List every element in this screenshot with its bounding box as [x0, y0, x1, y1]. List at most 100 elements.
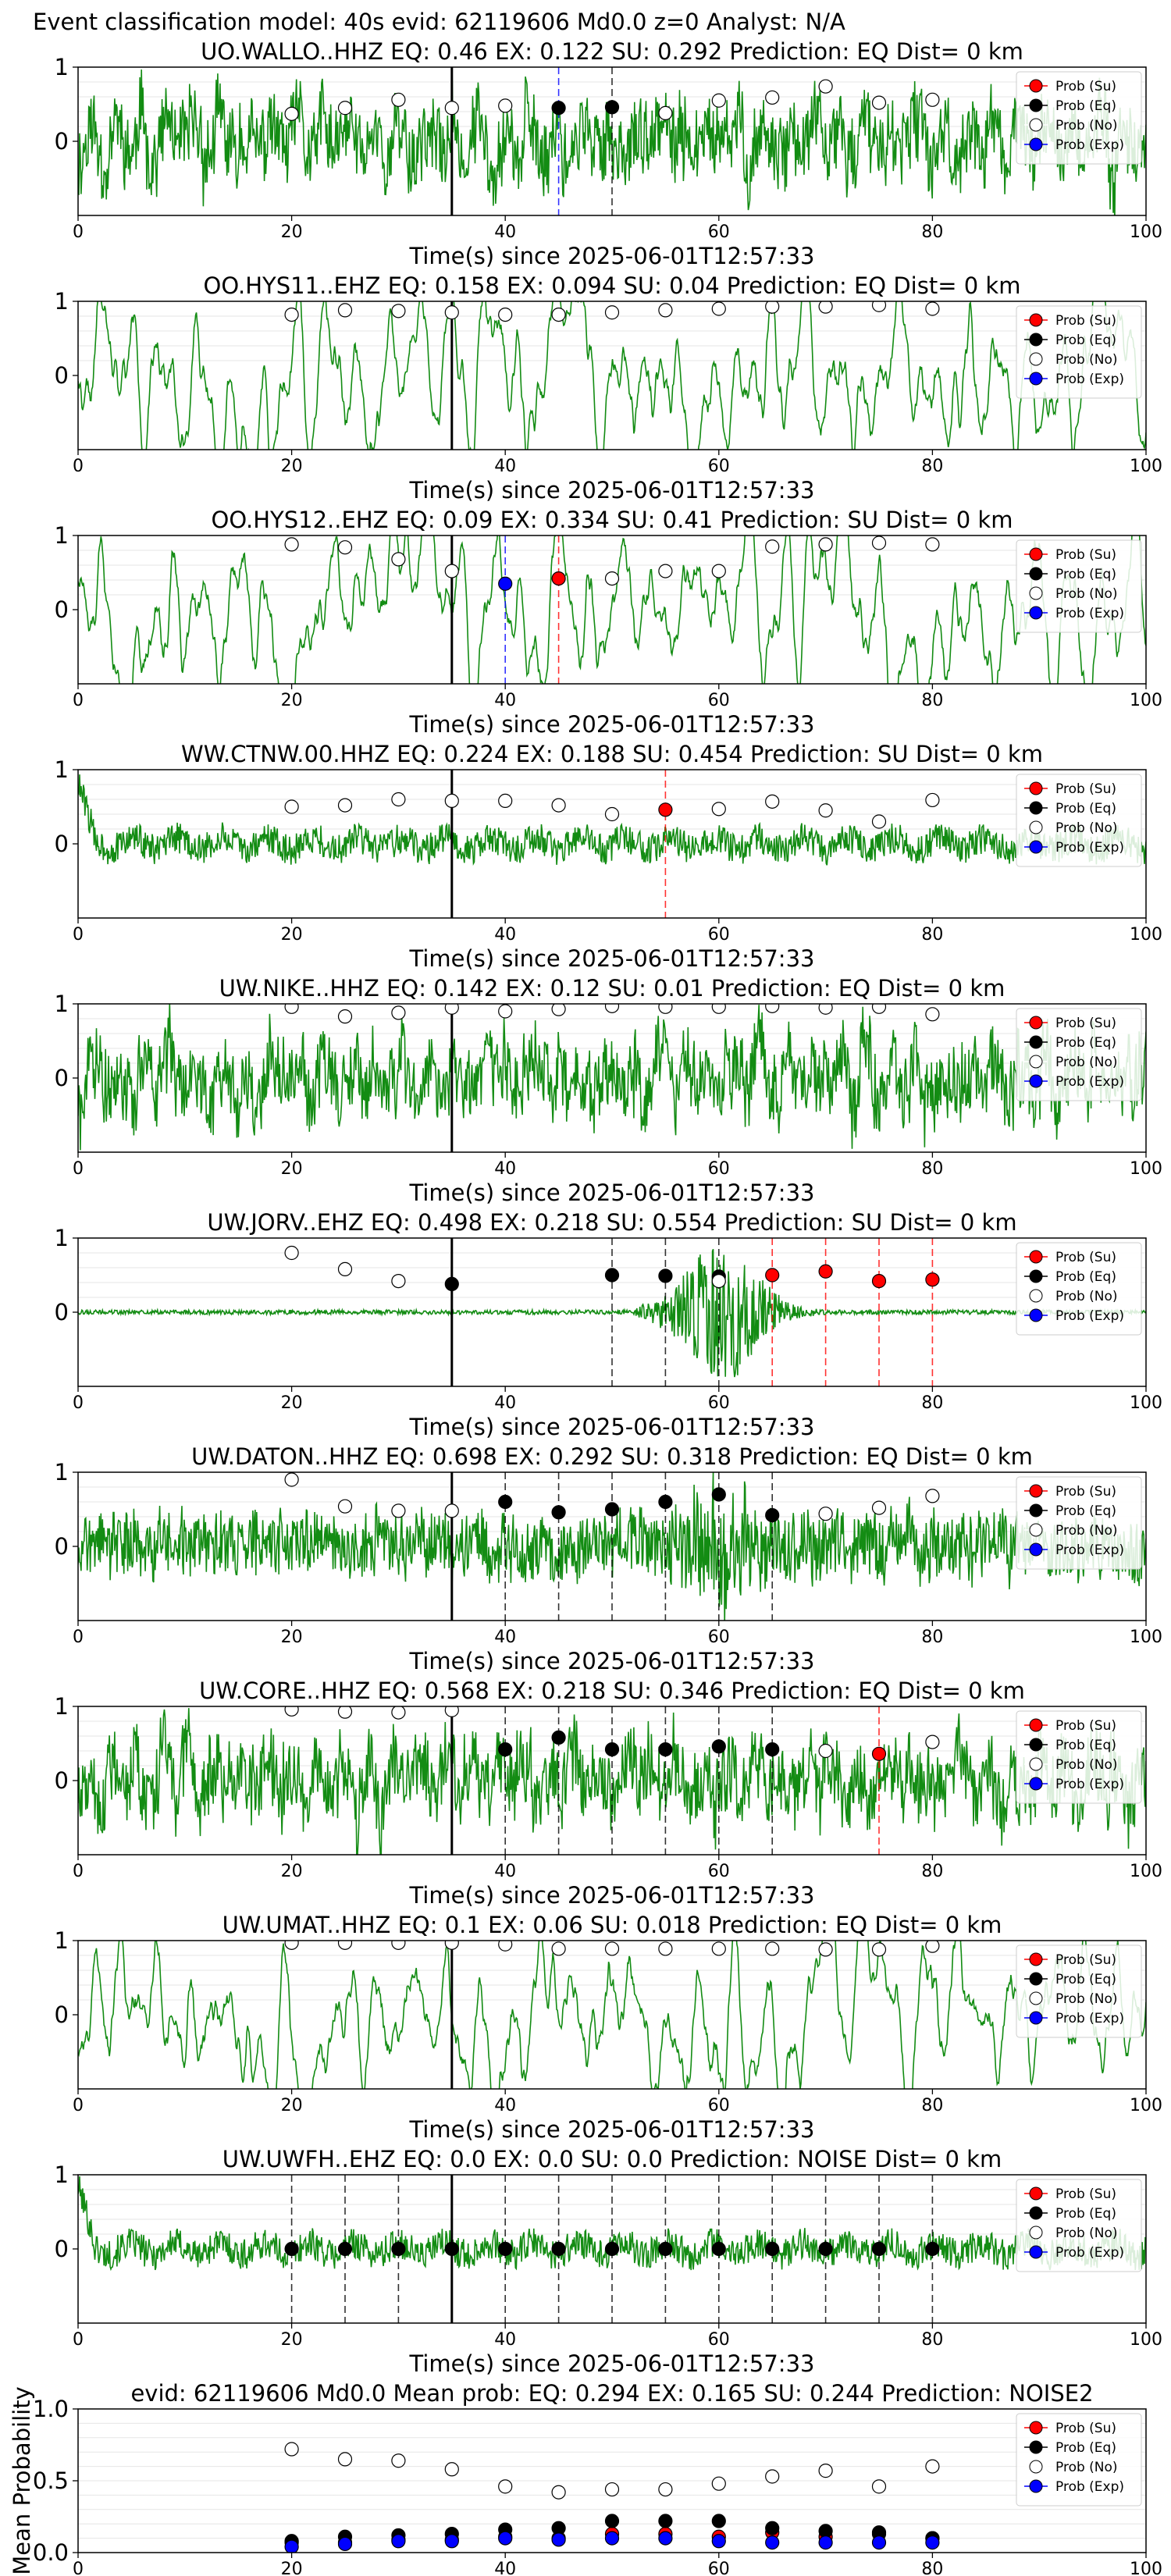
legend-label: Prob (Su)	[1055, 1250, 1116, 1265]
x-tick-label: 40	[494, 2096, 516, 2115]
prob-marker	[711, 802, 726, 817]
station-panel: OO.HYS11..EHZ EQ: 0.158 EX: 0.094 SU: 0.…	[55, 272, 1162, 503]
legend-label: Prob (Exp)	[1055, 1308, 1124, 1324]
prob-marker	[284, 537, 299, 552]
waveform-line	[78, 1248, 1146, 1378]
plot-area	[78, 535, 1146, 684]
x-axis-label: Time(s) since 2025-06-01T12:57:33	[409, 2350, 815, 2377]
legend-label: Prob (No)	[1055, 1523, 1118, 1539]
prob-marker	[337, 1941, 353, 1950]
prob-marker	[818, 1507, 833, 1521]
legend-box	[1016, 2179, 1142, 2272]
prob-marker	[604, 806, 620, 822]
prob-marker	[444, 2462, 459, 2477]
y-tick-label: 0	[55, 1299, 69, 1325]
prob-marker	[391, 1706, 406, 1720]
prob-marker	[551, 571, 566, 586]
legend-marker	[1029, 1757, 1043, 1771]
y-tick-label: 1	[55, 54, 69, 80]
waveform-line	[78, 1708, 1146, 1855]
y-tick-label: 1	[55, 1459, 69, 1485]
legend-marker	[1029, 1289, 1043, 1303]
prob-marker	[444, 1004, 459, 1015]
prob-marker	[711, 1941, 726, 1956]
prob-marker	[658, 564, 673, 578]
x-tick-label: 0	[73, 1862, 84, 1881]
panels: UO.WALLO..HHZ EQ: 0.46 EX: 0.122 SU: 0.2…	[9, 38, 1162, 2576]
legend-box	[1016, 1476, 1142, 1570]
legend-label: Prob (Su)	[1055, 2186, 1116, 2202]
x-tick-label: 20	[281, 925, 303, 945]
prob-marker	[658, 1268, 673, 1283]
prob-marker	[765, 90, 780, 105]
legend-label: Prob (Eq)	[1055, 2206, 1116, 2222]
prob-marker	[765, 2535, 780, 2550]
prob-marker	[818, 1264, 833, 1279]
prob-marker	[551, 1004, 566, 1016]
panel-title: UW.CORE..HHZ EQ: 0.568 EX: 0.218 SU: 0.3…	[199, 1678, 1025, 1704]
prob-marker	[284, 106, 299, 121]
y-tick-label: 0	[55, 831, 69, 857]
legend-marker	[1029, 1308, 1043, 1322]
x-tick-label: 40	[494, 1862, 516, 1881]
legend-marker	[1029, 118, 1043, 132]
y-tick-label: 1	[55, 288, 69, 315]
station-panel: UW.UMAT..HHZ EQ: 0.1 EX: 0.06 SU: 0.018 …	[55, 1912, 1162, 2143]
prob-marker	[818, 803, 833, 818]
plot-area	[78, 770, 1146, 918]
legend-label: Prob (Exp)	[1055, 606, 1124, 621]
prob-marker	[925, 1735, 940, 1749]
prob-marker	[765, 1268, 780, 1283]
y-tick-label: 1	[55, 991, 69, 1017]
legend-marker	[1029, 1055, 1043, 1069]
x-tick-label: 20	[281, 457, 303, 476]
panel-title: OO.HYS11..EHZ EQ: 0.158 EX: 0.094 SU: 0.…	[204, 272, 1021, 299]
x-tick-label: 0	[73, 457, 84, 476]
prob-marker	[925, 1489, 940, 1503]
prob-marker	[498, 98, 513, 113]
panel-title: UW.JORV..EHZ EQ: 0.498 EX: 0.218 SU: 0.5…	[207, 1209, 1016, 1236]
prob-marker	[765, 2241, 780, 2257]
station-panel: UO.WALLO..HHZ EQ: 0.46 EX: 0.122 SU: 0.2…	[55, 38, 1162, 269]
prob-marker	[498, 2241, 513, 2257]
prob-marker	[391, 1005, 406, 1020]
legend-label: Prob (Exp)	[1055, 137, 1124, 153]
x-tick-label: 0	[73, 2096, 84, 2115]
legend-marker	[1029, 1777, 1043, 1791]
x-tick-label: 0	[73, 925, 84, 945]
prob-marker	[925, 792, 940, 808]
legend-label: Prob (Su)	[1055, 781, 1116, 797]
x-tick-label: 40	[494, 457, 516, 476]
y-tick-label: 1	[55, 1693, 69, 1720]
legend-marker	[1029, 313, 1043, 327]
prob-marker	[551, 2241, 566, 2257]
prob-marker	[711, 2514, 726, 2528]
prob-marker	[871, 814, 887, 829]
prob-marker	[604, 1742, 620, 1757]
prob-marker	[658, 1742, 673, 1757]
prob-marker	[658, 2531, 673, 2546]
prob-marker	[498, 1742, 513, 1757]
prob-marker	[444, 1503, 459, 1518]
x-tick-label: 0	[73, 691, 84, 710]
x-tick-label: 80	[921, 2330, 943, 2350]
x-tick-label: 0	[73, 1628, 84, 1647]
prob-marker	[498, 1494, 513, 1510]
prob-marker	[818, 2535, 833, 2550]
panel-title: OO.HYS12..EHZ EQ: 0.09 EX: 0.334 SU: 0.4…	[212, 507, 1013, 533]
x-tick-label: 80	[921, 2096, 943, 2115]
prob-marker	[765, 2469, 780, 2484]
waveform-line	[78, 535, 1146, 684]
legend-label: Prob (No)	[1055, 352, 1118, 368]
prob-marker	[925, 1007, 940, 1022]
prob-marker	[551, 101, 566, 116]
prob-marker	[337, 540, 353, 555]
x-tick-label: 80	[921, 1862, 943, 1881]
prob-marker	[444, 305, 459, 320]
panel-title: UW.NIKE..HHZ EQ: 0.142 EX: 0.12 SU: 0.01…	[219, 975, 1005, 1002]
prob-marker	[765, 539, 780, 554]
station-panel: UW.JORV..EHZ EQ: 0.498 EX: 0.218 SU: 0.5…	[55, 1209, 1162, 1440]
legend-label: Prob (Exp)	[1055, 1074, 1124, 1090]
prob-marker	[818, 1004, 833, 1015]
